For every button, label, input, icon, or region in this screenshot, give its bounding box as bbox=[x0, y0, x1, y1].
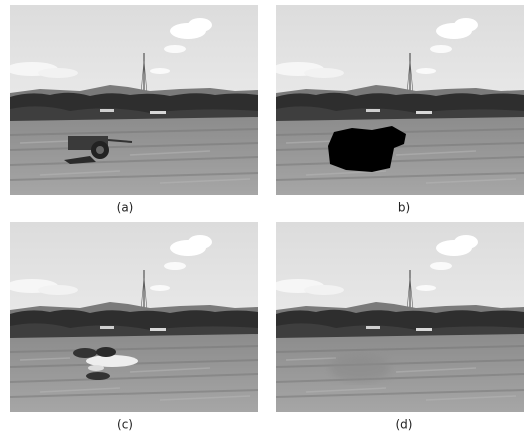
caption: (c) bbox=[117, 418, 133, 432]
photo-b bbox=[272, 5, 524, 195]
caption: (d) bbox=[396, 418, 413, 432]
photo-d bbox=[272, 222, 524, 412]
inpainted-region bbox=[330, 354, 390, 382]
caption: b) bbox=[398, 201, 410, 215]
caption: (a) bbox=[117, 201, 134, 215]
photo-a bbox=[6, 5, 258, 195]
figure: (a) b) (c) (d) bbox=[0, 0, 526, 436]
photo-c bbox=[6, 222, 258, 412]
